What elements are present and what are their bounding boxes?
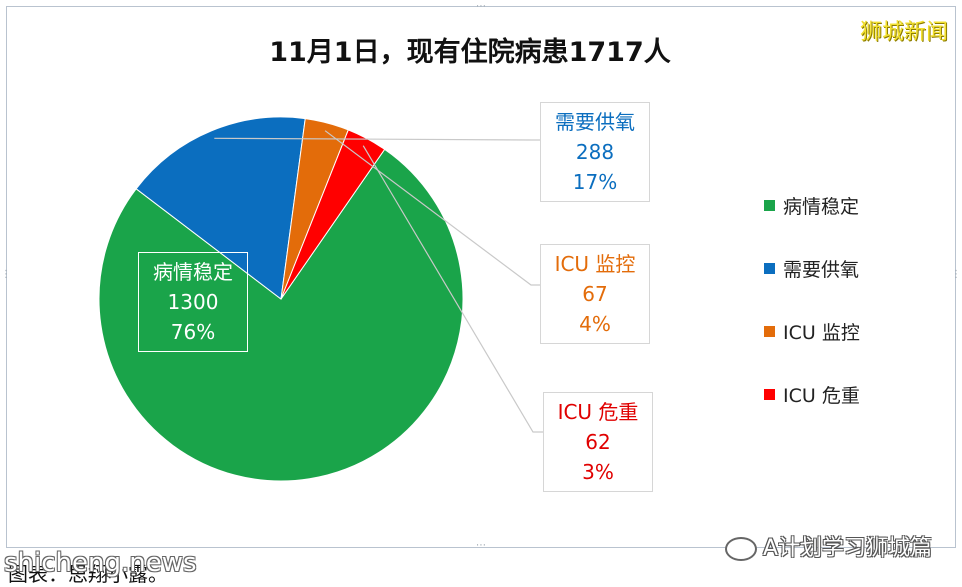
leader-line	[362, 145, 543, 433]
legend-label: ICU 危重	[783, 385, 860, 407]
chart-title: 11月1日，现有住院病患1717人	[269, 37, 671, 68]
leader-line	[214, 137, 541, 141]
legend-swatch	[764, 263, 775, 274]
data-label-name: ICU 监控	[554, 252, 636, 276]
watermark-top-right: 狮城新闻	[859, 20, 948, 45]
watermark-bottom-right: A计划学习狮城篇	[724, 530, 932, 562]
leader-line	[324, 130, 541, 286]
legend-swatch	[764, 389, 775, 400]
data-label-name: ICU 危重	[557, 400, 639, 424]
data-label-icu-monitor: ICU 监控 67 4%	[540, 244, 650, 344]
data-label-oxygen: 需要供氧 288 17%	[540, 102, 650, 202]
pie-slice-oxygen	[135, 116, 306, 300]
watermark-bottom-right-text: A计划学习狮城篇	[762, 536, 932, 561]
data-label-icu-critical: ICU 危重 62 3%	[543, 392, 653, 492]
legend-item-stable: 病情稳定	[764, 174, 860, 237]
data-label-percent: 3%	[582, 460, 614, 484]
chart-legend: 病情稳定 需要供氧 ICU 监控 ICU 危重	[764, 174, 860, 426]
data-label-percent: 4%	[579, 312, 611, 336]
legend-item-icu-critical: ICU 危重	[764, 363, 860, 426]
wechat-icon	[724, 537, 757, 561]
legend-swatch	[764, 326, 775, 337]
data-label-name: 需要供氧	[555, 110, 635, 134]
data-label-percent: 17%	[572, 170, 618, 194]
data-label-value: 62	[585, 430, 611, 454]
data-label-value: 1300	[167, 290, 219, 314]
data-label-value: 67	[582, 282, 608, 306]
source-note: 图表：思翔小露。	[8, 562, 168, 586]
legend-label: ICU 监控	[783, 322, 860, 344]
resize-handle-top[interactable]: ⋯	[476, 1, 486, 12]
resize-handle-bottom[interactable]: ⋯	[476, 540, 486, 551]
data-label-percent: 76%	[170, 320, 216, 344]
resize-handle-right[interactable]: ⋮	[951, 269, 961, 280]
data-label-value: 288	[575, 140, 615, 164]
legend-item-icu-monitor: ICU 监控	[764, 300, 860, 363]
legend-label: 需要供氧	[783, 259, 860, 281]
legend-swatch	[764, 200, 775, 211]
data-label-stable: 病情稳定 1300 76%	[138, 252, 248, 352]
legend-label: 病情稳定	[783, 196, 860, 218]
watermark-bottom-left: shicheng.news	[4, 548, 197, 578]
data-label-name: 病情稳定	[153, 260, 233, 284]
pie-slice-stable	[98, 148, 464, 482]
legend-item-oxygen: 需要供氧	[764, 237, 860, 300]
resize-handle-left[interactable]: ⋮	[1, 269, 11, 280]
